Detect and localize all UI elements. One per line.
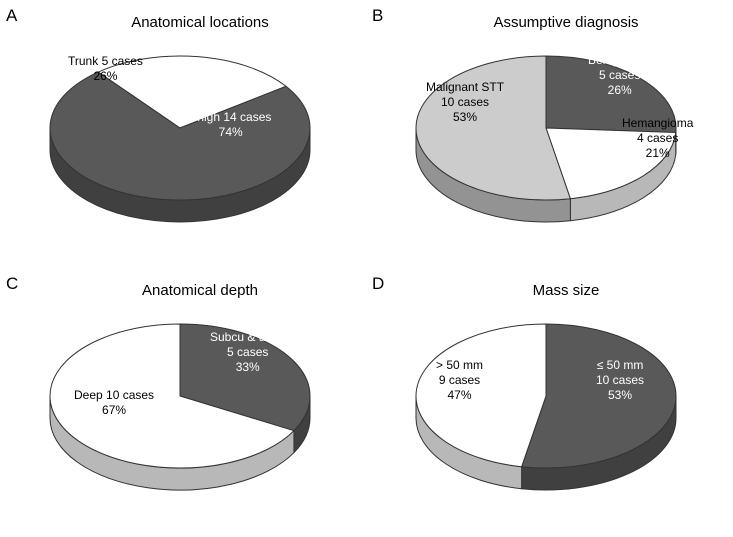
slice-label-b-hemangioma: Hemangioma 4 cases 21% xyxy=(622,116,693,161)
label-text: 9 cases xyxy=(439,373,480,387)
panel-b: B Assumptive diagnosis Benign STT 5 case… xyxy=(366,0,732,268)
slice-label-d-le50: ≤ 50 mm 10 cases 53% xyxy=(596,358,644,403)
slice-label-c-subcu: Subcu & deep 5 cases 33% xyxy=(210,330,285,375)
label-text: 47% xyxy=(447,388,471,402)
label-text: 53% xyxy=(608,388,632,402)
panel-title-a: Anatomical locations xyxy=(100,14,300,31)
slice-label-a-trunk: Trunk 5 cases 26% xyxy=(68,54,143,84)
label-text: Deep 10 cases xyxy=(74,388,154,402)
label-text: ≤ 50 mm xyxy=(597,358,644,372)
panel-c: C Anatomical depth Subcu & deep 5 cases … xyxy=(0,268,366,536)
label-text: 26% xyxy=(608,83,632,97)
pie-chart-d xyxy=(396,318,696,518)
label-text: 4 cases xyxy=(637,131,678,145)
label-text: 26% xyxy=(93,69,117,83)
panel-title-c: Anatomical depth xyxy=(100,282,300,299)
panel-letter-d: D xyxy=(372,274,384,294)
slice-label-b-benign: Benign STT 5 cases 26% xyxy=(588,53,651,98)
label-text: 10 cases xyxy=(596,373,644,387)
slice-label-c-deep: Deep 10 cases 67% xyxy=(74,388,154,418)
label-text: 5 cases xyxy=(227,345,268,359)
panel-letter-c: C xyxy=(6,274,18,294)
slice-label-d-gt50: > 50 mm 9 cases 47% xyxy=(436,358,483,403)
label-text: Benign STT xyxy=(588,53,651,67)
panel-letter-a: A xyxy=(6,6,17,26)
panel-title-d: Mass size xyxy=(466,282,666,299)
label-text: Malignant STT xyxy=(426,80,504,94)
label-text: Hemangioma xyxy=(622,116,693,130)
label-text: 21% xyxy=(646,146,670,160)
panel-title-b: Assumptive diagnosis xyxy=(466,14,666,31)
slice-label-b-malignant: Malignant STT 10 cases 53% xyxy=(426,80,504,125)
label-text: 5 cases xyxy=(599,68,640,82)
label-text: 67% xyxy=(102,403,126,417)
panel-letter-b: B xyxy=(372,6,383,26)
label-text: 33% xyxy=(236,360,260,374)
label-text: > 50 mm xyxy=(436,358,483,372)
label-text: 74% xyxy=(219,125,243,139)
label-text: Thigh 14 cases xyxy=(190,110,271,124)
label-text: Subcu & deep xyxy=(210,330,285,344)
label-text: 10 cases xyxy=(441,95,489,109)
panel-d: D Mass size ≤ 50 mm 10 cases 53% > 50 mm… xyxy=(366,268,732,536)
label-text: 53% xyxy=(453,110,477,124)
panel-a: A Anatomical locations Trunk 5 cases 26%… xyxy=(0,0,366,268)
label-text: Trunk 5 cases xyxy=(68,54,143,68)
slice-label-a-thigh: Thigh 14 cases 74% xyxy=(190,110,271,140)
